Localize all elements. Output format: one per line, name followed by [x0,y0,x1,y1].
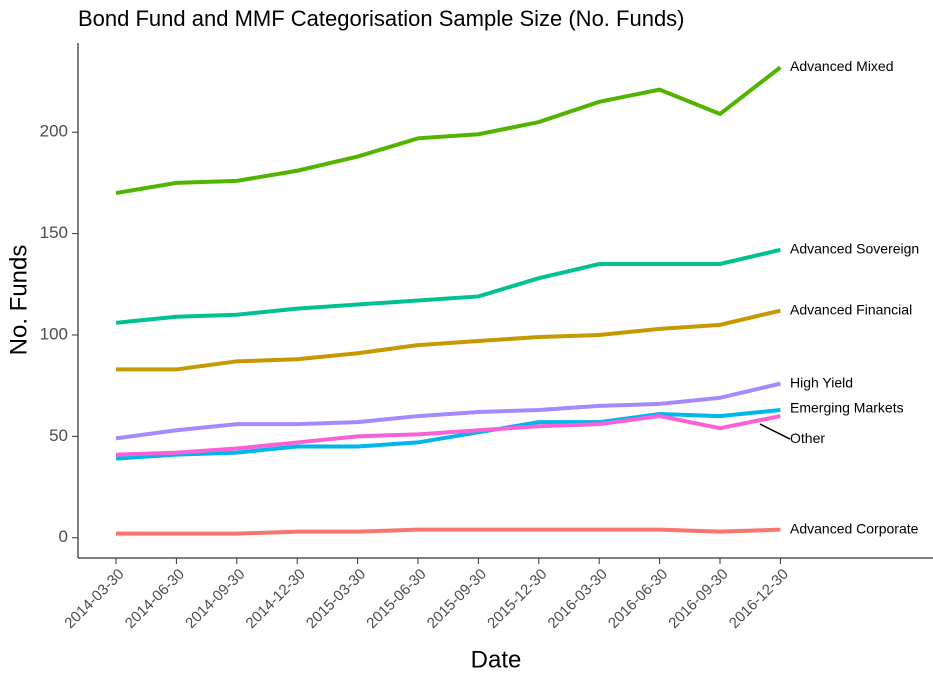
y-tick-label: 50 [49,426,68,445]
chart-title: Bond Fund and MMF Categorisation Sample … [78,6,685,31]
y-tick-label: 100 [40,324,68,343]
series-line [115,414,781,457]
x-tick-label: 2015-12-30 [484,566,550,632]
x-axis-title: Date [471,646,522,673]
y-tick-label: 150 [40,223,68,242]
label-leader [759,423,791,440]
series-label: Emerging Markets [790,400,904,416]
x-tick-label: 2015-03-30 [303,566,369,632]
x-tick-label: 2015-09-30 [424,566,490,632]
series-label: Advanced Sovereign [790,241,919,257]
series-line [116,527,781,536]
x-tick-label: 2014-06-30 [122,566,188,632]
y-axis-title: No. Funds [5,245,32,356]
x-tick-label: 2016-06-30 [605,566,671,632]
series-line [116,308,781,372]
series-line [115,407,781,461]
y-tick-label: 200 [40,122,68,141]
series-label: Other [790,430,825,446]
x-tick-label: 2016-09-30 [665,566,731,632]
series-label: High Yield [790,374,853,390]
series-line [115,65,782,196]
x-tick-label: 2015-06-30 [363,566,429,632]
x-tick-label: 2014-12-30 [243,566,309,632]
x-tick-label: 2014-09-30 [182,566,248,632]
x-tick-label: 2016-12-30 [726,566,792,632]
series-label: Advanced Mixed [790,58,894,74]
x-tick-label: 2014-03-30 [61,566,127,632]
series-line [115,381,781,441]
series-label: Advanced Corporate [790,520,919,536]
x-tick-label: 2016-03-30 [545,566,611,632]
series-label: Advanced Financial [790,301,912,317]
series-line [115,247,781,325]
y-tick-label: 0 [59,527,68,546]
